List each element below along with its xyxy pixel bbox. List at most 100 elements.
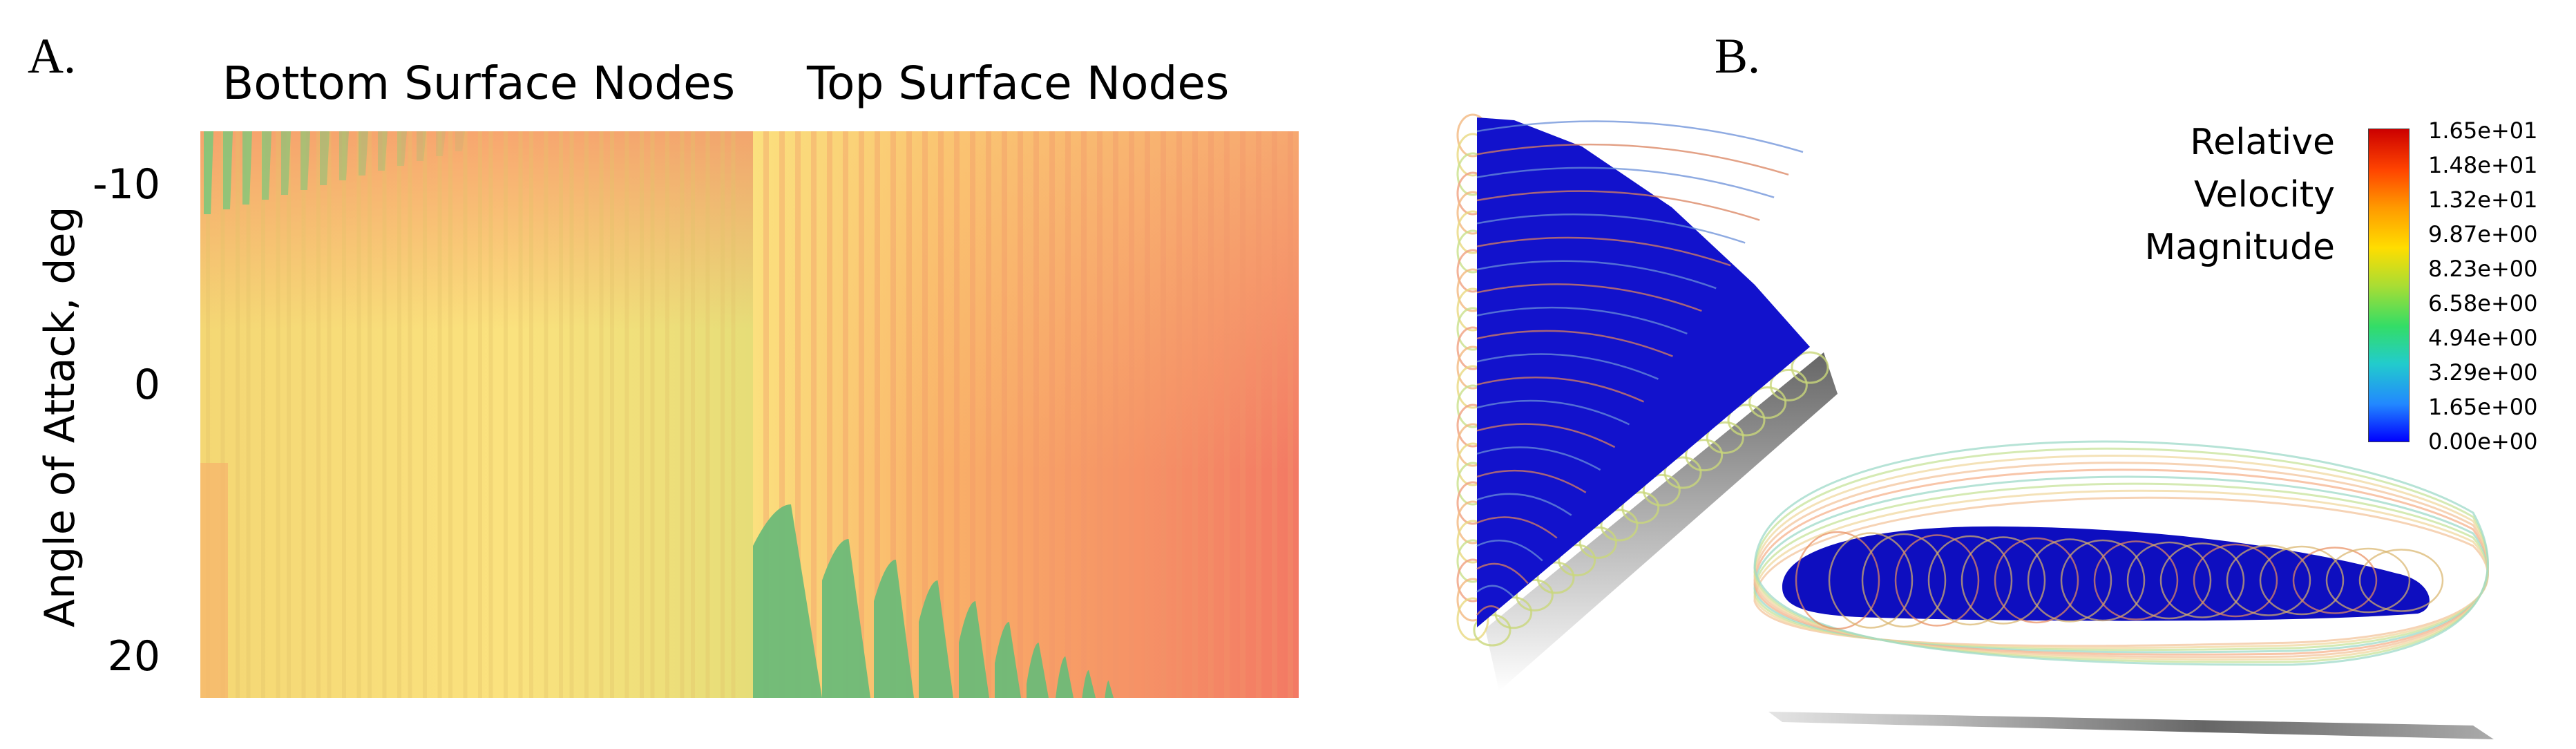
streamline bbox=[1476, 423, 1616, 448]
streamline-loop bbox=[1494, 596, 1533, 629]
heatmap-stripe bbox=[811, 131, 817, 698]
heatmap-stripe bbox=[1161, 131, 1166, 698]
panel-b-label: B. bbox=[1715, 28, 1761, 84]
heatmap-stripe bbox=[478, 131, 482, 698]
streamline bbox=[1476, 469, 1587, 493]
heatmap-stripe bbox=[721, 131, 725, 698]
heatmap-stripe bbox=[1240, 131, 1246, 698]
heatmap-stripe bbox=[859, 131, 864, 698]
heatmap-stripe bbox=[504, 131, 508, 698]
heatmap-stripe bbox=[236, 131, 240, 698]
legend-tick-6: 4.94e+00 bbox=[2428, 325, 2538, 351]
heatmap-stripe bbox=[1176, 131, 1182, 698]
legend-tick-7: 3.29e+00 bbox=[2428, 359, 2538, 386]
heatmap-stripe bbox=[1192, 131, 1198, 698]
streamline bbox=[2060, 539, 2146, 622]
streamline bbox=[1894, 534, 1980, 627]
heatmap-stripe bbox=[220, 131, 225, 698]
heatmap-y-tick-0: 0 bbox=[133, 361, 160, 409]
legend-tick-4: 8.23e+00 bbox=[2428, 256, 2538, 282]
streamline bbox=[1476, 493, 1572, 516]
heatmap-stripe bbox=[779, 131, 785, 698]
heatmap-stripe bbox=[1145, 131, 1150, 698]
streamline bbox=[1476, 260, 1717, 290]
wing-side-view-shadow bbox=[1768, 712, 2494, 739]
heatmap-stripe bbox=[691, 131, 695, 698]
heatmap-stripe bbox=[448, 131, 452, 698]
streamline bbox=[2193, 543, 2278, 618]
heatmap-stripe bbox=[705, 131, 710, 698]
streamline-loop bbox=[1536, 561, 1575, 594]
legend-tick-1: 1.48e+01 bbox=[2428, 152, 2538, 178]
heatmap-patch bbox=[397, 131, 407, 166]
heatmap-stripe bbox=[970, 131, 975, 698]
heatmap-stripe bbox=[287, 131, 291, 698]
heatmap-stripe bbox=[906, 131, 912, 698]
heatmap-wedge bbox=[874, 560, 914, 698]
streamline bbox=[1476, 306, 1688, 335]
heatmap-stripe bbox=[382, 131, 387, 698]
heatmap-patch bbox=[281, 131, 291, 195]
heatmap-stripe bbox=[342, 131, 346, 698]
heatmap-stripe bbox=[1256, 131, 1261, 698]
streamline-loop bbox=[1456, 597, 1489, 641]
heatmap-stripe bbox=[544, 131, 548, 698]
streamline bbox=[1476, 585, 1514, 598]
heatmap-patch bbox=[204, 131, 213, 214]
legend-title-line-1: Relative bbox=[2190, 122, 2335, 163]
heatmap-stripe bbox=[397, 131, 401, 698]
heatmap-stripe bbox=[246, 131, 251, 698]
heatmap-stripe bbox=[261, 131, 265, 698]
streamline bbox=[1476, 353, 1659, 380]
heatmap-stripe bbox=[301, 131, 306, 698]
heatmap-stripe bbox=[1033, 131, 1039, 698]
legend-tick-0: 1.65e+01 bbox=[2428, 117, 2538, 144]
heatmap-stripe bbox=[1049, 131, 1055, 698]
legend-tick-9: 0.00e+00 bbox=[2428, 428, 2538, 455]
heatmap-stripe bbox=[1113, 131, 1118, 698]
streamline bbox=[2226, 544, 2311, 616]
heatmap-stripe bbox=[922, 131, 928, 698]
streamline bbox=[1994, 537, 2079, 624]
legend-tick-8: 1.65e+00 bbox=[2428, 394, 2538, 420]
heatmap-stripe bbox=[1272, 131, 1277, 698]
heatmap-stripe bbox=[1129, 131, 1134, 698]
streamline-loop bbox=[1558, 544, 1596, 577]
streamline-loop bbox=[1753, 440, 2489, 666]
streamline bbox=[2259, 545, 2345, 616]
streamline-loop bbox=[1621, 491, 1660, 524]
heatmap-stripe bbox=[584, 131, 589, 698]
streamline-loop bbox=[1727, 404, 1766, 437]
heatmap-stripe bbox=[1081, 131, 1087, 698]
heatmap-stripe bbox=[276, 131, 280, 698]
streamline-loop bbox=[1600, 509, 1639, 542]
streamline bbox=[1476, 605, 1500, 616]
heatmap-stripe bbox=[986, 131, 991, 698]
heatmap-stripe bbox=[488, 131, 493, 698]
heatmap-stripe bbox=[408, 131, 412, 698]
streamline bbox=[2027, 538, 2112, 623]
streamline bbox=[1828, 532, 1914, 629]
streamline bbox=[1476, 330, 1673, 357]
streamline bbox=[1476, 377, 1645, 403]
heatmap-stripe bbox=[463, 131, 468, 698]
heatmap-patch bbox=[242, 131, 252, 205]
streamline bbox=[1476, 120, 1804, 153]
streamline-loop bbox=[1769, 368, 1808, 401]
heatmap-stripe bbox=[599, 131, 604, 698]
streamline-loop bbox=[1791, 351, 1829, 384]
streamline-loop bbox=[1748, 386, 1787, 419]
streamline bbox=[1476, 562, 1529, 585]
heatmap-stripe bbox=[518, 131, 523, 698]
streamline bbox=[2292, 547, 2378, 614]
heatmap-stripe bbox=[368, 131, 372, 698]
streamline bbox=[1476, 283, 1702, 312]
heatmap-stripe bbox=[316, 131, 321, 698]
heatmap-wedge bbox=[1027, 643, 1049, 698]
heatmap-stripe bbox=[650, 131, 655, 698]
heatmap-wedge bbox=[1103, 681, 1114, 698]
heatmap-stripe bbox=[1065, 131, 1071, 698]
streamline bbox=[2159, 542, 2245, 618]
legend-tick-2: 1.32e+01 bbox=[2428, 187, 2538, 213]
heatmap-stripe bbox=[843, 131, 848, 698]
